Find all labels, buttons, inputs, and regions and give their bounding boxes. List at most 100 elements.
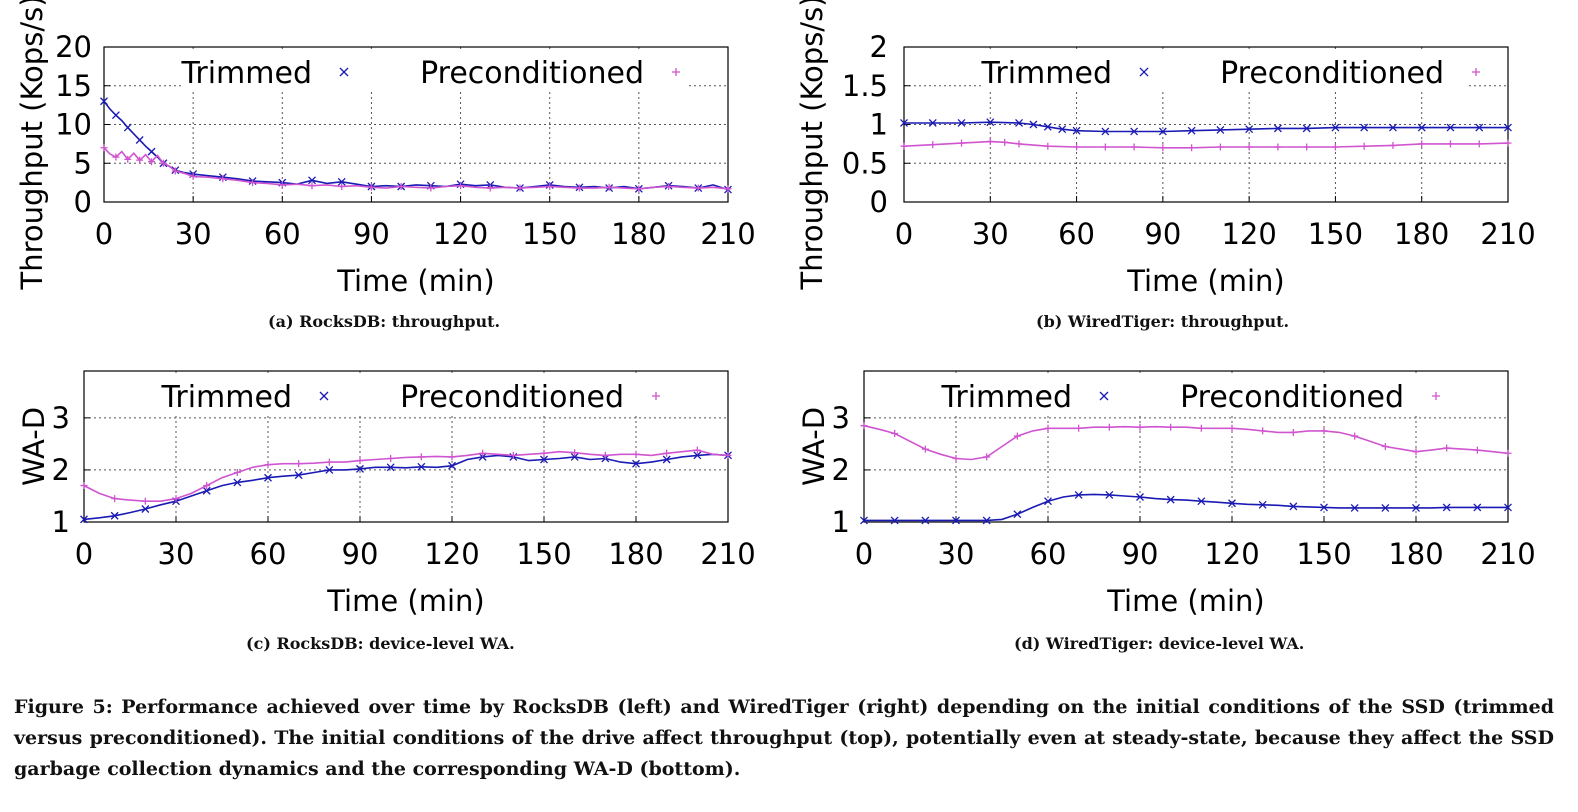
data-point-trimmed	[1388, 123, 1397, 132]
data-point-trimmed	[570, 452, 579, 461]
data-point-trimmed	[264, 473, 272, 482]
data-point-preconditioned	[1015, 140, 1023, 148]
legend-marker-trimmed	[1099, 391, 1109, 401]
data-point-trimmed	[1331, 123, 1340, 132]
y-axis-label: WA-D	[17, 407, 51, 486]
plot-frame	[903, 46, 1509, 203]
y-tick-label: 3	[832, 401, 850, 435]
data-point-preconditioned	[457, 182, 465, 190]
series-line-trimmed	[864, 493, 1508, 522]
data-point-preconditioned	[417, 453, 425, 461]
data-point-trimmed	[986, 118, 995, 127]
data-point-preconditioned	[1073, 143, 1081, 151]
y-tick-label: 1	[832, 505, 850, 539]
data-point-trimmed	[540, 455, 548, 464]
data-point-trimmed	[448, 461, 456, 470]
data-point-trimmed	[1258, 500, 1267, 509]
legend-marker-preconditioned	[672, 68, 680, 76]
plot-frame	[83, 370, 729, 523]
data-point-preconditioned	[1044, 424, 1052, 432]
x-tick-label: 60	[1030, 537, 1067, 571]
caption-a: (a) RocksDB: throughput.	[268, 312, 501, 331]
data-point-preconditioned	[1320, 427, 1328, 435]
data-point-trimmed	[1320, 503, 1328, 512]
data-point-preconditioned	[171, 167, 179, 175]
x-axis-label: Time (min)	[326, 584, 485, 618]
data-point-preconditioned	[295, 460, 303, 468]
data-point-preconditioned	[338, 183, 346, 190]
data-point-trimmed	[1187, 126, 1196, 135]
data-point-preconditioned	[1475, 140, 1483, 148]
x-tick-label: 120	[1221, 217, 1276, 251]
caption-b: (b) WiredTiger: throughput.	[1036, 312, 1290, 331]
data-point-preconditioned	[233, 469, 241, 477]
x-tick-label: 150	[516, 537, 571, 571]
caption-c: (c) RocksDB: device-level WA.	[246, 634, 515, 653]
data-point-preconditioned	[1216, 143, 1224, 151]
legend-background	[944, 374, 1468, 414]
data-point-trimmed	[928, 118, 937, 127]
series-line-preconditioned	[83, 449, 729, 503]
data-point-trimmed	[135, 136, 144, 144]
data-point-preconditioned	[1351, 432, 1359, 440]
plot-frame	[103, 46, 729, 203]
data-point-preconditioned	[1245, 143, 1253, 151]
data-point-preconditioned	[1105, 423, 1113, 431]
x-tick-label: 30	[175, 217, 212, 251]
data-point-trimmed	[982, 516, 991, 525]
data-point-trimmed	[1412, 503, 1420, 512]
data-point-preconditioned	[540, 449, 548, 457]
data-point-preconditioned	[1136, 423, 1144, 431]
data-point-trimmed	[308, 176, 316, 185]
data-point-trimmed	[921, 516, 930, 525]
data-point-preconditioned	[571, 449, 579, 457]
data-point-preconditioned	[958, 139, 966, 147]
data-point-trimmed	[1245, 125, 1254, 134]
data-point-trimmed	[100, 97, 108, 106]
data-point-preconditioned	[1044, 142, 1052, 150]
y-tick-label: 2	[832, 453, 850, 487]
y-tick-label: 0.5	[842, 146, 888, 180]
data-point-trimmed	[1013, 510, 1022, 519]
y-axis-label: WA-D	[797, 407, 831, 486]
data-point-trimmed	[860, 516, 868, 525]
data-point-preconditioned	[509, 451, 517, 459]
data-point-preconditioned	[1331, 143, 1339, 151]
data-point-trimmed	[1130, 127, 1139, 136]
data-point-trimmed	[1417, 123, 1426, 132]
data-point-trimmed	[1273, 124, 1282, 133]
y-tick-label: 0	[74, 185, 92, 219]
x-tick-label: 30	[938, 537, 975, 571]
data-point-trimmed	[294, 471, 303, 480]
data-point-preconditioned	[141, 497, 149, 505]
chart-c: 0 30 60 90 120 150 180 210 1 2 3 Time (min) WA-D Trim…	[17, 370, 756, 618]
y-tick-label: 10	[55, 108, 92, 142]
data-point-trimmed	[1015, 118, 1024, 127]
data-point-trimmed	[1166, 495, 1175, 504]
x-tick-label: 120	[424, 537, 479, 571]
x-axis-label: Time (min)	[1126, 264, 1285, 298]
series-line-preconditioned	[903, 140, 1509, 149]
legend-marker-preconditioned	[1472, 68, 1480, 76]
series-line-trimmed	[904, 121, 1508, 133]
data-point-preconditioned	[136, 156, 144, 164]
data-point-preconditioned	[203, 482, 211, 490]
data-point-preconditioned	[891, 429, 899, 437]
x-tick-label: 60	[1058, 217, 1095, 251]
chart-b: 0 30 60 90 120 150 180 210 0 0.5 1 1.5 2 Time (min) Th…	[795, 0, 1536, 298]
x-axis-label: Time (min)	[1106, 584, 1265, 618]
y-tick-label: 3	[52, 401, 70, 435]
legend-label-preconditioned: Preconditioned	[400, 380, 624, 415]
data-point-preconditioned	[189, 172, 197, 180]
series-line-preconditioned	[103, 147, 729, 190]
data-point-preconditioned	[575, 184, 583, 192]
data-point-preconditioned	[632, 450, 640, 458]
data-point-preconditioned	[1197, 424, 1205, 432]
data-point-preconditioned	[601, 451, 609, 459]
series-line-preconditioned	[863, 424, 1509, 461]
data-point-preconditioned	[1473, 446, 1481, 454]
data-point-preconditioned	[516, 184, 524, 192]
data-point-preconditioned	[172, 495, 180, 503]
data-point-preconditioned	[1130, 143, 1138, 151]
legend-background	[184, 50, 688, 90]
